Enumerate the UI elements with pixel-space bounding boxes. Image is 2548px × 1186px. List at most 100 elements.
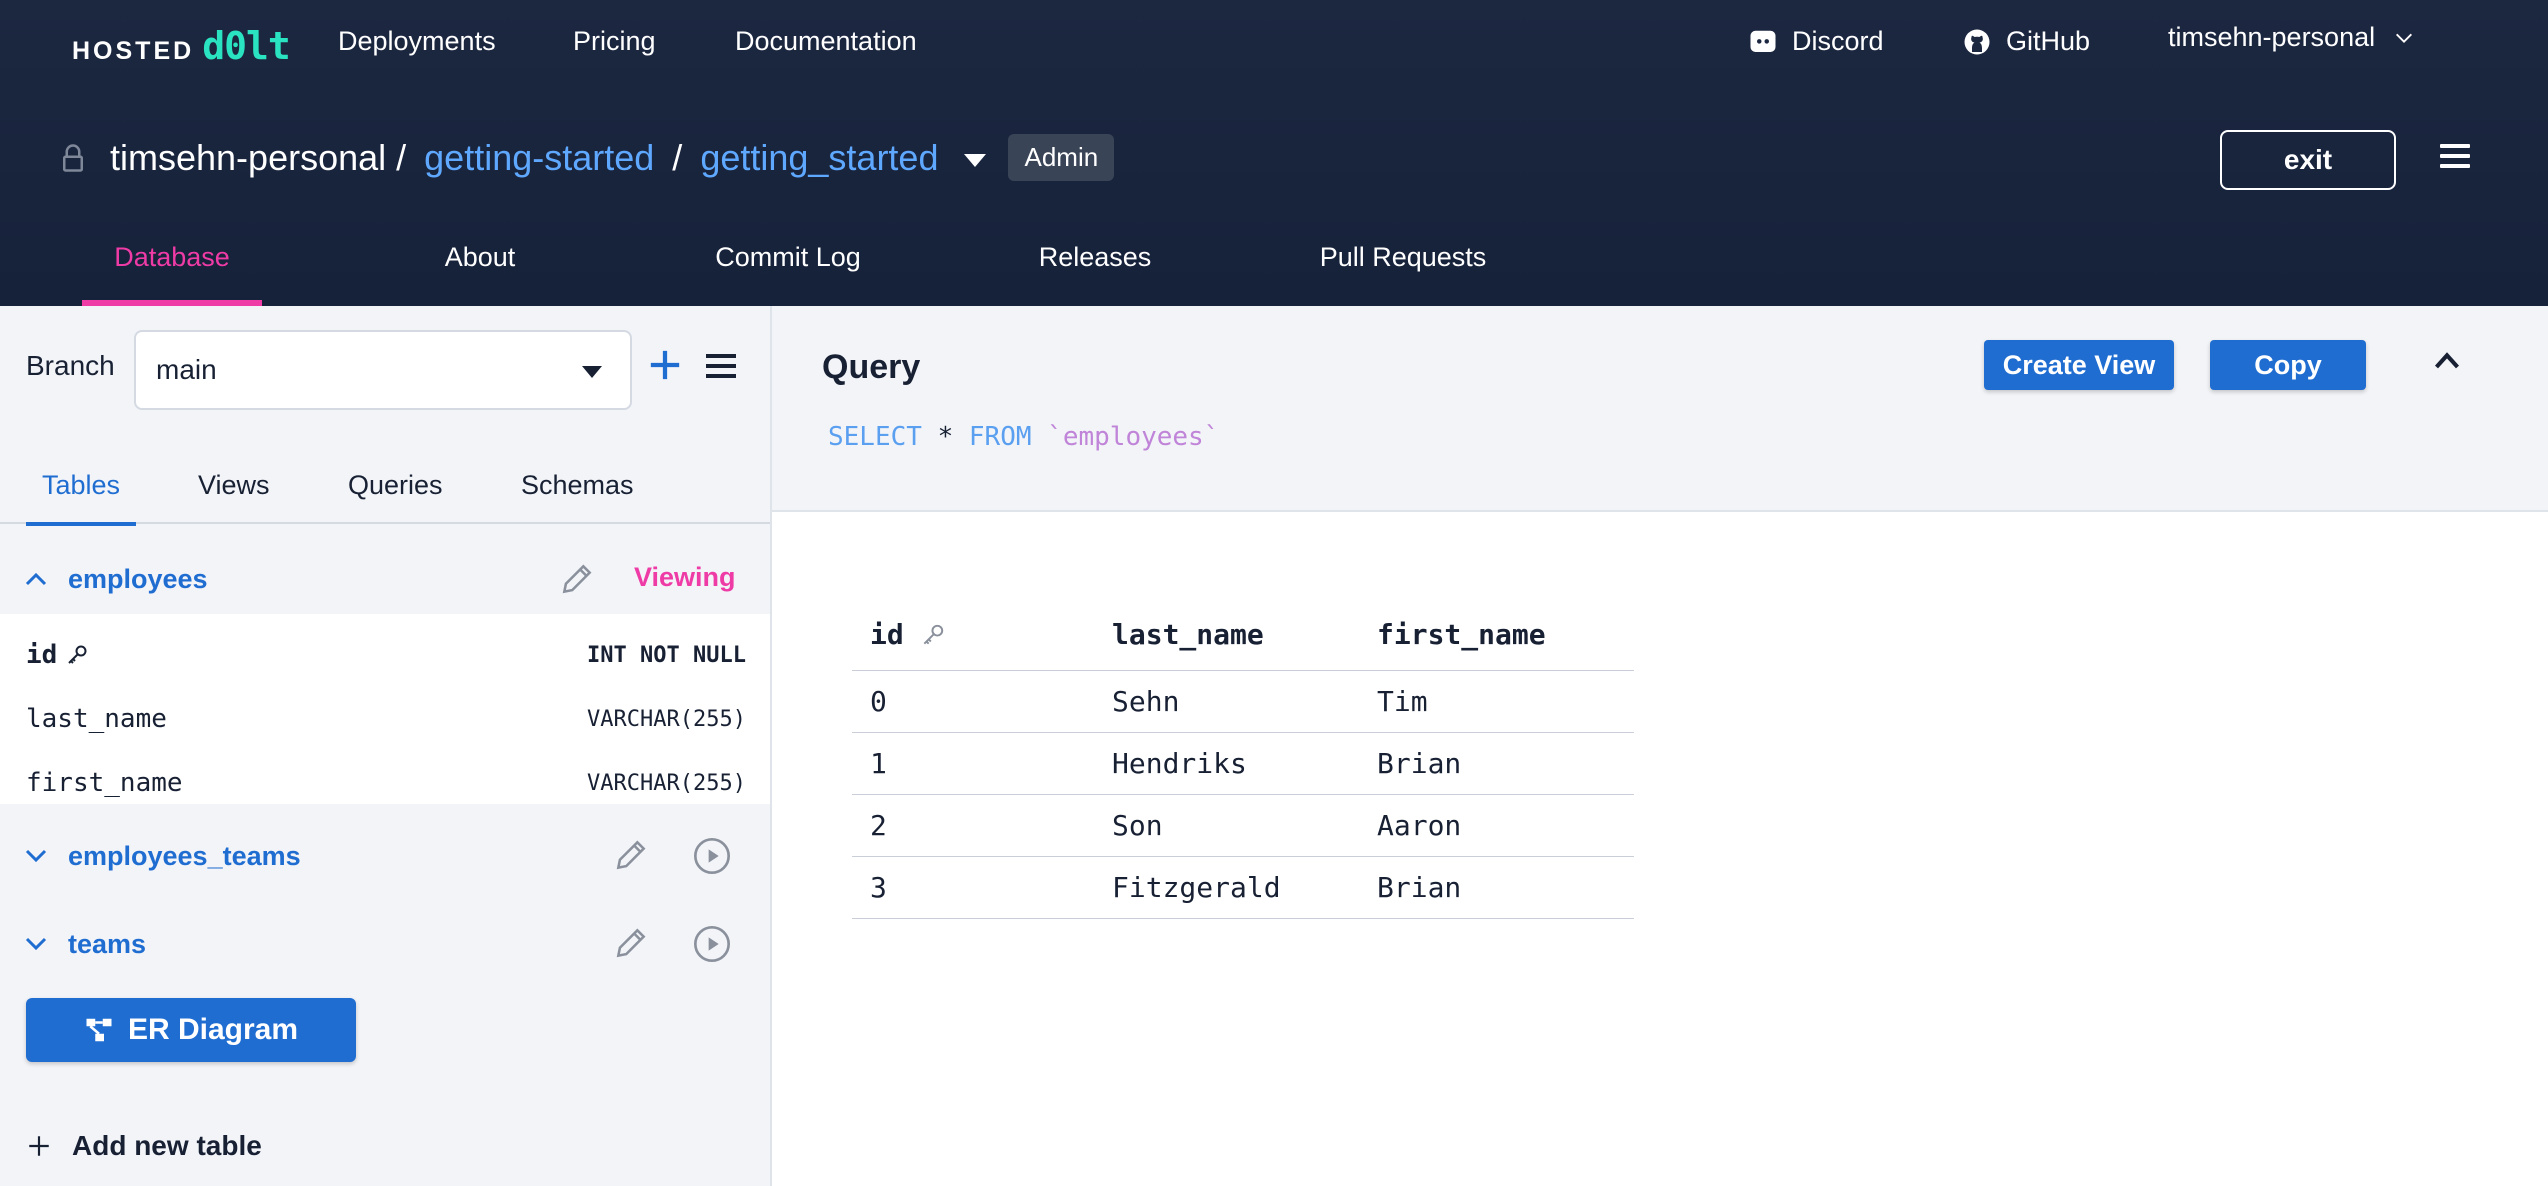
- table-row: 2 Son Aaron: [852, 794, 1634, 857]
- query-panel: Query Create View Copy SELECT * FROM `em…: [772, 306, 2548, 512]
- table-row: 1 Hendriks Brian: [852, 732, 1634, 795]
- sidebar-sub-tabs: Tables Views Queries Schemas: [0, 446, 770, 526]
- table-columns-employees: id INT NOT NULL last_name VARCHAR(255) f…: [0, 614, 770, 804]
- github-icon: [1964, 29, 1990, 54]
- nav-deployments[interactable]: Deployments: [338, 26, 496, 56]
- chevron-up-icon[interactable]: [2430, 346, 2464, 374]
- column-header-last-name[interactable]: last_name: [1112, 600, 1377, 671]
- tab-label: Pull Requests: [1319, 242, 1487, 272]
- tab-label: Commit Log: [715, 242, 861, 272]
- copy-button[interactable]: Copy: [2210, 340, 2366, 390]
- cell-last-name[interactable]: Sehn: [1112, 670, 1377, 733]
- cell-first-name[interactable]: Brian: [1377, 732, 1634, 795]
- nav-pricing[interactable]: Pricing: [573, 26, 656, 56]
- breadcrumb-deployment[interactable]: getting-started: [424, 136, 655, 178]
- branch-value: main: [156, 354, 217, 385]
- tab-commit-log[interactable]: Commit Log: [708, 236, 868, 306]
- table-item-teams[interactable]: teams: [0, 902, 770, 986]
- breadcrumb-separator: /: [396, 136, 407, 178]
- table-item-employees[interactable]: employees Viewing: [0, 544, 770, 614]
- top-nav: HOSTED d0lt Deployments Pricing Document…: [0, 0, 2548, 90]
- add-table-label: Add new table: [72, 1130, 262, 1161]
- chevron-down-icon: [582, 366, 602, 378]
- sub-tab-views[interactable]: Views: [198, 470, 270, 500]
- er-diagram-button[interactable]: ER Diagram: [26, 998, 356, 1062]
- cell-last-name[interactable]: Son: [1112, 794, 1377, 857]
- cell-id[interactable]: 0: [852, 670, 1112, 733]
- edit-pencil-icon[interactable]: [558, 560, 596, 598]
- edit-pencil-icon[interactable]: [612, 836, 650, 874]
- cell-first-name[interactable]: Aaron: [1377, 794, 1634, 857]
- database-sidebar: Branch main Tables Views Queries Schemas…: [0, 306, 772, 1186]
- lock-icon: [63, 143, 83, 172]
- nav-discord[interactable]: Discord: [1748, 26, 1884, 57]
- create-view-button[interactable]: Create View: [1984, 340, 2174, 390]
- exit-button[interactable]: exit: [2220, 130, 2396, 190]
- cell-first-name[interactable]: Tim: [1377, 670, 1634, 733]
- branch-menu-icon[interactable]: [706, 354, 736, 378]
- column-row: first_name VARCHAR(255): [26, 762, 746, 804]
- nav-documentation[interactable]: Documentation: [735, 26, 917, 56]
- viewing-status: Viewing: [634, 562, 736, 592]
- column-name: first_name: [26, 768, 183, 798]
- column-name: last_name: [26, 704, 167, 734]
- column-type: INT NOT NULL: [587, 642, 746, 668]
- query-title: Query: [822, 348, 921, 386]
- cell-id[interactable]: 2: [852, 794, 1112, 857]
- cell-id[interactable]: 1: [852, 732, 1112, 795]
- breadcrumb-database[interactable]: getting_started: [700, 136, 939, 178]
- cell-id[interactable]: 3: [852, 856, 1112, 919]
- plus-icon: [29, 1136, 49, 1156]
- column-type: VARCHAR(255): [587, 770, 746, 796]
- column-header-first-name[interactable]: first_name: [1377, 600, 1634, 671]
- chevron-up-icon[interactable]: [24, 567, 48, 591]
- sub-tab-tables[interactable]: Tables: [25, 470, 137, 526]
- cell-last-name[interactable]: Fitzgerald: [1112, 856, 1377, 919]
- table-name[interactable]: employees_teams: [68, 840, 301, 871]
- column-name: id: [26, 640, 58, 670]
- tab-label: Database: [114, 242, 230, 272]
- play-icon[interactable]: [692, 836, 732, 876]
- tab-label: About: [444, 242, 516, 272]
- branch-select[interactable]: main: [134, 330, 632, 410]
- nav-github-label: GitHub: [2006, 26, 2091, 56]
- chevron-down-icon[interactable]: [24, 932, 48, 956]
- tab-pull-requests[interactable]: Pull Requests: [1318, 236, 1488, 306]
- er-diagram-label: ER Diagram: [127, 1013, 299, 1046]
- discord-icon: [1750, 30, 1776, 52]
- breadcrumb-separator: /: [672, 136, 683, 178]
- add-new-table-link[interactable]: Add new table: [26, 1130, 262, 1162]
- play-icon[interactable]: [692, 924, 732, 964]
- edit-pencil-icon[interactable]: [612, 924, 650, 962]
- cell-last-name[interactable]: Hendriks: [1112, 732, 1377, 795]
- tab-about[interactable]: About: [420, 236, 540, 306]
- sub-tab-schemas[interactable]: Schemas: [521, 470, 634, 500]
- logo-text-hosted: HOSTED: [72, 37, 195, 65]
- chevron-down-icon: [2396, 33, 2413, 43]
- table-name[interactable]: employees: [68, 563, 208, 594]
- column-row: id INT NOT NULL: [26, 634, 746, 676]
- table-item-employees-teams[interactable]: employees_teams: [0, 814, 770, 898]
- hosted-dolt-logo[interactable]: HOSTED d0lt: [72, 24, 291, 68]
- diagram-icon: [86, 1018, 112, 1042]
- column-type: VARCHAR(255): [587, 706, 746, 732]
- sql-query-text[interactable]: SELECT * FROM `employees`: [828, 422, 1219, 452]
- query-results-table: id last_name first_name 0 Sehn Tim 1 Hen…: [852, 600, 1634, 919]
- sub-tab-queries[interactable]: Queries: [348, 470, 443, 500]
- user-menu[interactable]: timsehn-personal: [2168, 22, 2415, 53]
- tab-releases[interactable]: Releases: [1030, 236, 1160, 306]
- cell-first-name[interactable]: Brian: [1377, 856, 1634, 919]
- table-name[interactable]: teams: [68, 928, 147, 959]
- chevron-down-icon[interactable]: [24, 844, 48, 868]
- add-branch-plus-icon[interactable]: [648, 348, 682, 382]
- nav-github[interactable]: GitHub: [1962, 26, 2090, 57]
- hamburger-menu-icon[interactable]: [2440, 144, 2470, 170]
- database-tabs: Database About Commit Log Releases Pull …: [0, 236, 2548, 306]
- tab-database[interactable]: Database: [82, 236, 262, 306]
- sql-table-name: `employees`: [1047, 422, 1220, 452]
- database-dropdown-caret-icon[interactable]: [964, 154, 987, 167]
- column-header-id[interactable]: id: [852, 600, 1112, 671]
- breadcrumb-owner: timsehn-personal: [110, 136, 387, 178]
- sql-keyword: FROM: [968, 422, 1032, 452]
- app-header: HOSTED d0lt Deployments Pricing Document…: [0, 0, 2548, 306]
